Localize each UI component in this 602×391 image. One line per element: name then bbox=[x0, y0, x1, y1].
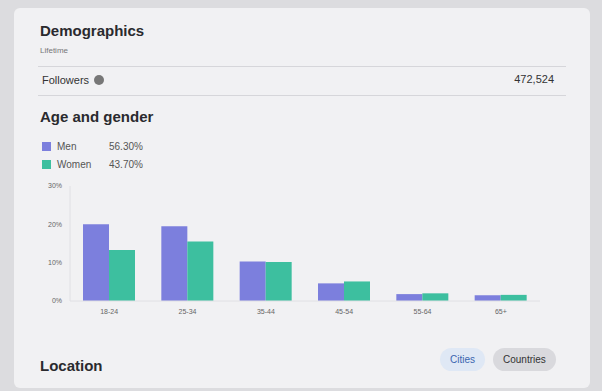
html-text:56.30%: 56.30% bbox=[109, 141, 143, 152]
html-text:Cities: Cities bbox=[450, 354, 475, 365]
html-text:Lifetime: Lifetime bbox=[40, 46, 68, 55]
svg-text:20%: 20% bbox=[48, 221, 62, 228]
svg-text:0%: 0% bbox=[52, 297, 62, 304]
svg-text:65+: 65+ bbox=[495, 308, 507, 315]
svg-text:35-44: 35-44 bbox=[257, 308, 275, 315]
html-text:Followers: Followers bbox=[42, 74, 90, 86]
html-text:Men: Men bbox=[57, 141, 77, 152]
svg-text:45-54: 45-54 bbox=[335, 308, 353, 315]
html-text:Location: Location bbox=[40, 357, 103, 374]
html-text:Women: Women bbox=[57, 159, 92, 170]
html-text:Countries: Countries bbox=[503, 354, 546, 365]
svg-text:25-34: 25-34 bbox=[179, 308, 197, 315]
svg-text:30%: 30% bbox=[48, 182, 62, 189]
html-text:43.70%: 43.70% bbox=[109, 159, 143, 170]
html-text:Age and gender: Age and gender bbox=[40, 108, 154, 125]
html-text:472,524: 472,524 bbox=[514, 73, 554, 85]
svg-text:18-24: 18-24 bbox=[100, 308, 118, 315]
html-text:Demographics: Demographics bbox=[40, 22, 145, 39]
svg-text:55-64: 55-64 bbox=[414, 308, 432, 315]
svg-text:10%: 10% bbox=[48, 259, 62, 266]
